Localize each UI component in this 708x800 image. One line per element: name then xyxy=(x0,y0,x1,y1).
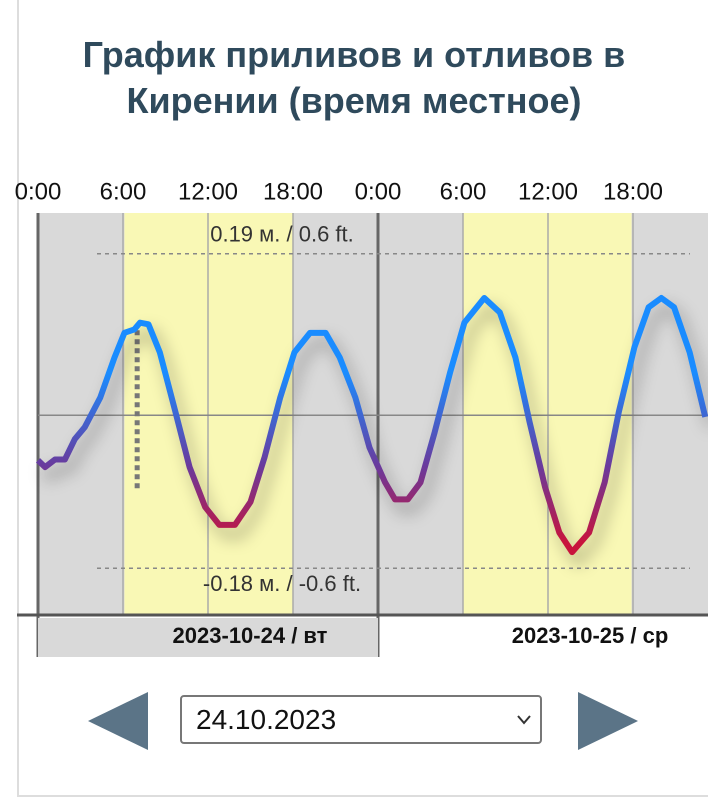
x-tick-label: 18:00 xyxy=(263,178,323,205)
date-select[interactable]: 24.10.2023 xyxy=(180,695,542,744)
chevron-line xyxy=(517,715,531,725)
day-label: 2023-10-24 / вт xyxy=(173,623,328,648)
x-tick-label: 12:00 xyxy=(518,178,578,205)
date-select-value: 24.10.2023 xyxy=(196,704,337,735)
x-tick-label: 0:00 xyxy=(355,178,402,205)
tide-line xyxy=(35,294,708,556)
prev-arrow[interactable] xyxy=(88,692,148,750)
prev-button[interactable] xyxy=(88,692,148,750)
day-label: 2023-10-25 / ср xyxy=(512,623,669,648)
chart: 0:00 6:00 12:00 18:00 0:00 6:00 12:00 18:00 0.19… xyxy=(15,178,708,657)
ref-label: 0.19 м. / 0.6 ft. xyxy=(210,222,354,247)
next-arrow[interactable] xyxy=(578,692,638,750)
chevron xyxy=(517,715,531,725)
x-tick-label: 18:00 xyxy=(603,178,663,205)
x-tick-label: 6:00 xyxy=(440,178,487,205)
container xyxy=(17,0,708,797)
x-tick-label: 6:00 xyxy=(100,178,147,205)
title: График приливов и отливов в Кирении (вре… xyxy=(82,34,626,121)
next-button[interactable] xyxy=(578,692,638,750)
ref-label: -0.18 м. / -0.6 ft. xyxy=(203,571,361,596)
title-box: График приливов и отливов в Кирении (вре… xyxy=(0,32,708,124)
x-tick-label: 12:00 xyxy=(178,178,238,205)
day-bar xyxy=(38,618,378,657)
x-tick-label: 0:00 xyxy=(15,178,62,205)
